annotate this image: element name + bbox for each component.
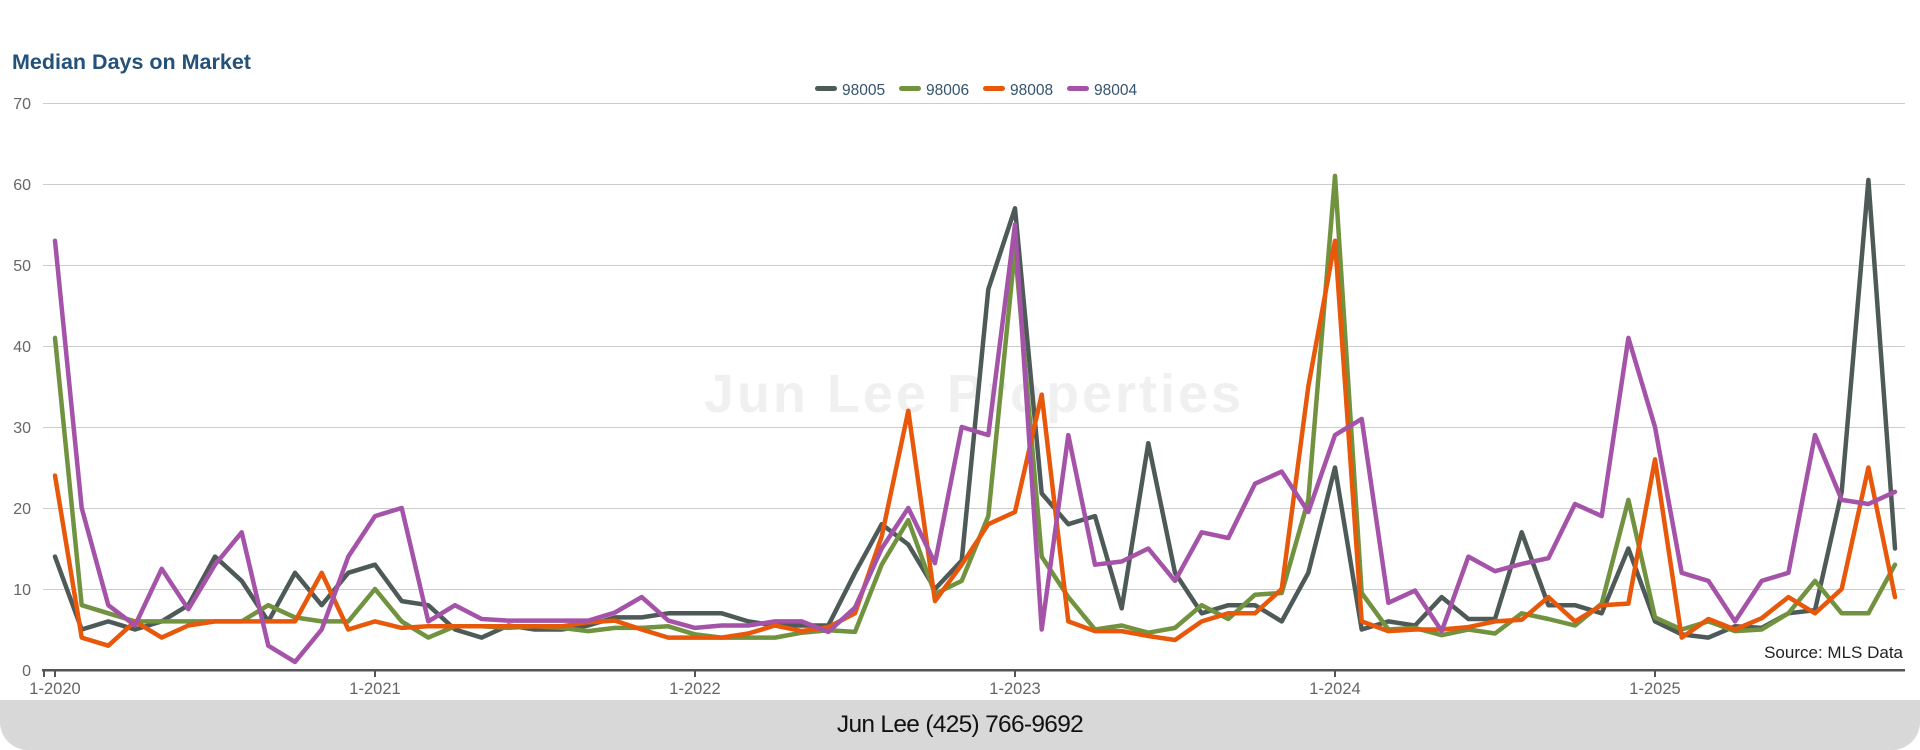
svg-text:40: 40: [13, 339, 31, 356]
svg-text:30: 30: [13, 420, 31, 437]
svg-text:1-2021: 1-2021: [349, 680, 400, 698]
svg-text:Jun Lee Properties: Jun Lee Properties: [704, 364, 1244, 424]
svg-text:1-2024: 1-2024: [1309, 680, 1360, 698]
svg-text:98004: 98004: [1094, 82, 1137, 99]
svg-text:1-2020: 1-2020: [29, 680, 80, 698]
svg-text:98005: 98005: [842, 82, 885, 99]
svg-text:50: 50: [13, 258, 31, 275]
svg-text:60: 60: [13, 177, 31, 194]
svg-text:20: 20: [13, 501, 31, 518]
svg-text:1-2022: 1-2022: [669, 680, 720, 698]
svg-text:10: 10: [13, 582, 31, 599]
svg-text:98008: 98008: [1010, 82, 1053, 99]
svg-text:1-2023: 1-2023: [989, 680, 1040, 698]
svg-text:98006: 98006: [926, 82, 969, 99]
svg-text:0: 0: [22, 663, 31, 680]
svg-text:1-2025: 1-2025: [1629, 680, 1680, 698]
svg-text:Source: MLS Data: Source: MLS Data: [1764, 643, 1903, 662]
svg-text:70: 70: [13, 96, 31, 113]
